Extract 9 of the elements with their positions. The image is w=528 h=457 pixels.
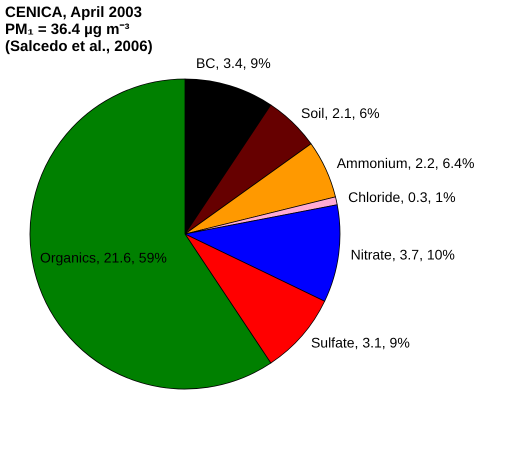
slice-label: BC, 3.4, 9% xyxy=(196,55,271,72)
chart-title: CENICA, April 2003 xyxy=(5,4,142,21)
slice-label: Nitrate, 3.7, 10% xyxy=(350,246,455,263)
chart-subtitle: PM₁ = 36.4 µg m⁻³ (Salcedo et al., 2006) xyxy=(5,21,153,55)
slice-label: Ammonium, 2.2, 6.4% xyxy=(336,155,474,172)
slice-label: Chloride, 0.3, 1% xyxy=(348,189,456,206)
slice-label: Soil, 2.1, 6% xyxy=(301,104,380,121)
slice-label: Sulfate, 3.1, 9% xyxy=(310,334,410,351)
slice-label: Organics, 21.6, 59% xyxy=(40,250,167,266)
